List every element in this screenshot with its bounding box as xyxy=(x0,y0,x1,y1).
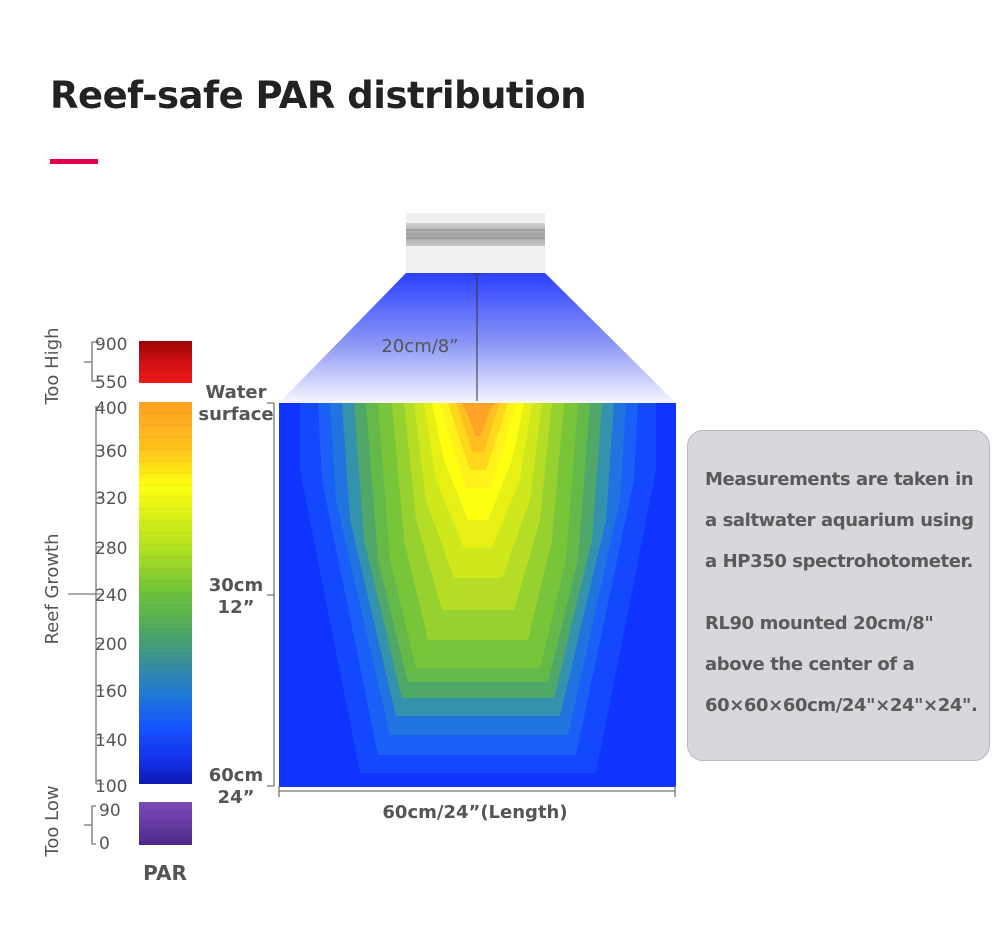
page-title: Reef-safe PAR distribution xyxy=(50,74,587,117)
too-high-color-bar xyxy=(139,341,192,383)
note-line: a saltwater aquarium using xyxy=(705,510,974,531)
length-label: 60cm/24”(Length) xyxy=(382,802,567,823)
tick-label-240: 240 xyxy=(95,586,127,606)
note-line: 60×60×60cm/24"×24"×24". xyxy=(705,695,978,716)
tick-label-400: 400 xyxy=(95,399,127,419)
scale-axis xyxy=(68,341,100,845)
tick-label-280: 280 xyxy=(95,539,127,559)
tick-label-320: 320 xyxy=(95,489,127,509)
note-line: Measurements are taken in xyxy=(705,469,974,490)
tank-par-heatmap xyxy=(279,403,676,787)
depth-bottom-label-in: 24” xyxy=(218,787,255,808)
tick-label-90: 90 xyxy=(99,801,121,821)
length-axis xyxy=(278,786,676,797)
reef-growth-color-bar xyxy=(139,402,192,784)
color-bar-band-lines xyxy=(139,349,192,843)
depth-bottom-label-cm: 60cm xyxy=(209,765,263,786)
reef-growth-label: Reef Growth xyxy=(42,533,63,644)
note-paragraph-2: RL90 mounted 20cm/8" above the center of… xyxy=(705,603,981,726)
note-paragraph-1: Measurements are taken in a saltwater aq… xyxy=(705,459,981,582)
tick-label-360: 360 xyxy=(95,442,127,462)
mount-distance-label: 20cm/8” xyxy=(381,336,458,357)
note-line: above the center of a xyxy=(705,654,915,675)
mount-distance-marker xyxy=(473,273,481,401)
measurement-note-panel: Measurements are taken in a saltwater aq… xyxy=(687,430,990,761)
title-accent-bar xyxy=(50,159,98,164)
note-line: a HP350 spectrohotometer. xyxy=(705,551,973,572)
depth-axis xyxy=(267,402,275,787)
par-unit-label: PAR xyxy=(143,861,187,885)
light-fixture-icon xyxy=(406,213,545,273)
tick-label-550: 550 xyxy=(95,373,127,393)
too-low-color-bar xyxy=(139,802,192,845)
tick-label-140: 140 xyxy=(95,731,127,751)
too-low-label: Too Low xyxy=(42,785,63,857)
tick-label-100: 100 xyxy=(95,777,127,797)
too-high-label: Too High xyxy=(42,327,63,405)
reef-axis-ticks xyxy=(96,406,104,785)
water-surface-label-line2: surface xyxy=(198,404,273,425)
tick-label-200: 200 xyxy=(95,635,127,655)
depth-mid-label-in: 12” xyxy=(218,597,255,618)
tick-label-160: 160 xyxy=(95,682,127,702)
note-line: RL90 mounted 20cm/8" xyxy=(705,613,934,634)
depth-mid-label-cm: 30cm xyxy=(209,575,263,596)
tick-label-0: 0 xyxy=(99,834,110,854)
tick-label-900: 900 xyxy=(95,335,127,355)
too-low-bracket xyxy=(91,805,96,845)
water-surface-label-line1: Water xyxy=(205,382,266,403)
